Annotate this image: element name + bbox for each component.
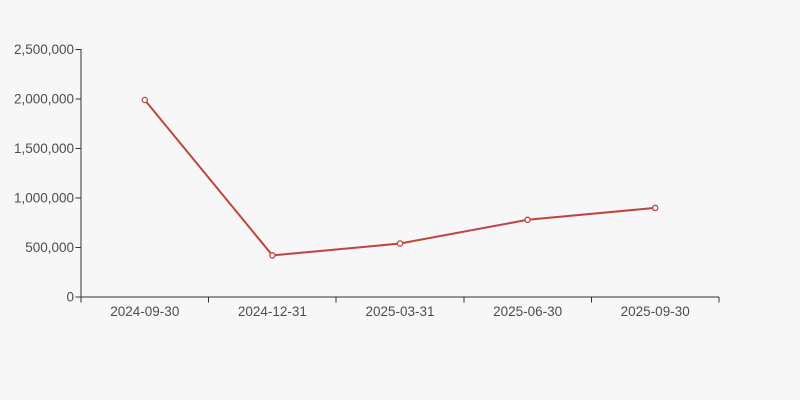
x-tick-label: 2025-06-30 — [493, 304, 562, 319]
y-tick-label: 500,000 — [25, 240, 74, 255]
x-tick-label: 2024-12-31 — [238, 304, 307, 319]
y-tick-label: 2,000,000 — [14, 92, 74, 107]
y-tick-label: 2,500,000 — [14, 42, 74, 57]
x-tick-label: 2025-03-31 — [365, 304, 434, 319]
x-tick-label: 2025-09-30 — [621, 304, 690, 319]
data-point-marker[interactable] — [651, 204, 659, 212]
data-point-marker[interactable] — [269, 252, 276, 259]
x-tick-label: 2024-09-30 — [110, 304, 179, 319]
series-line — [143, 98, 657, 257]
y-tick-label: 1,000,000 — [14, 191, 74, 206]
y-tick-label: 1,500,000 — [14, 141, 74, 156]
data-point-marker[interactable] — [396, 240, 404, 247]
data-point-marker[interactable] — [141, 96, 149, 104]
y-tick-label: 0 — [66, 290, 74, 305]
data-point-marker[interactable] — [524, 216, 531, 224]
